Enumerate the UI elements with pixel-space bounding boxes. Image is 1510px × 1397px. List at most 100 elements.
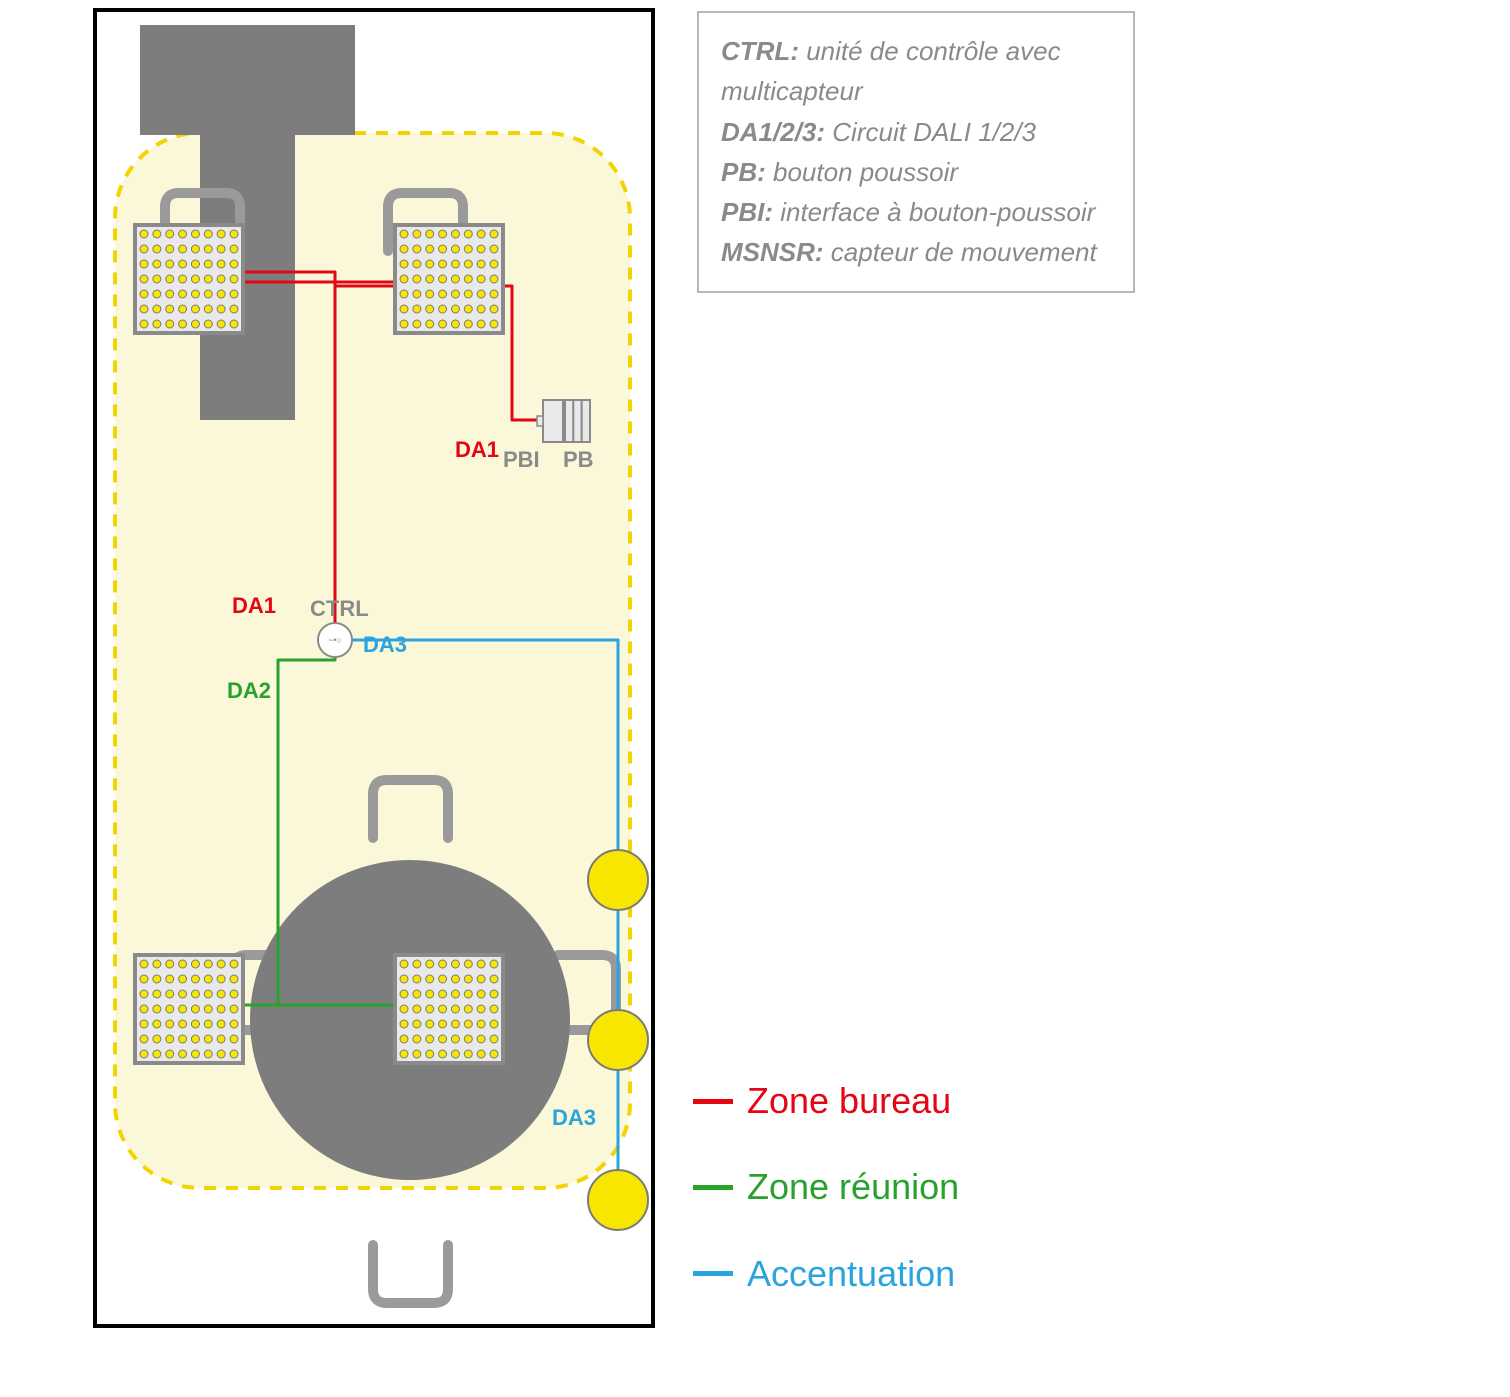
led-dot <box>140 960 148 968</box>
zone-legend-dash <box>693 1271 733 1276</box>
led-dot <box>140 290 148 298</box>
zone-legend-row: Zone bureau <box>693 1058 959 1144</box>
led-dot <box>490 1020 498 1028</box>
led-dot <box>204 230 212 238</box>
led-dot <box>477 1035 485 1043</box>
led-dot <box>400 1020 408 1028</box>
led-dot <box>413 975 421 983</box>
led-dot <box>426 275 434 283</box>
led-dot <box>217 245 225 253</box>
led-dot <box>464 290 472 298</box>
led-dot <box>477 975 485 983</box>
led-dot <box>439 275 447 283</box>
led-dot <box>490 1035 498 1043</box>
led-dot <box>426 990 434 998</box>
led-dot <box>191 305 199 313</box>
led-dot <box>490 260 498 268</box>
led-panel <box>395 955 503 1063</box>
led-dot <box>451 245 459 253</box>
led-dot <box>153 1050 161 1058</box>
led-dot <box>400 960 408 968</box>
wire-label-pbi: PBI <box>503 447 540 473</box>
led-dot <box>230 290 238 298</box>
led-dot <box>426 960 434 968</box>
led-dot <box>179 230 187 238</box>
pbi-connector <box>537 416 543 426</box>
led-dot <box>451 975 459 983</box>
led-dot <box>153 290 161 298</box>
led-dot <box>413 230 421 238</box>
legend-row: MSNSR: capteur de mouvement <box>721 232 1111 272</box>
legend-row: CTRL: unité de contrôle avec multicapteu… <box>721 31 1111 112</box>
wire-label-da1_b: DA1 <box>232 593 276 619</box>
led-dot <box>140 1020 148 1028</box>
zone-legend-dash <box>693 1185 733 1190</box>
zone-legend-row: Zone réunion <box>693 1144 959 1230</box>
led-dot <box>464 1050 472 1058</box>
led-dot <box>426 290 434 298</box>
led-dot <box>217 230 225 238</box>
led-dot <box>426 320 434 328</box>
led-dot <box>153 305 161 313</box>
led-dot <box>217 960 225 968</box>
led-dot <box>140 975 148 983</box>
led-dot <box>217 305 225 313</box>
led-dot <box>191 290 199 298</box>
led-dot <box>140 1050 148 1058</box>
legend-row: DA1/2/3: Circuit DALI 1/2/3 <box>721 112 1111 152</box>
led-dot <box>153 230 161 238</box>
led-dot <box>191 960 199 968</box>
led-dot <box>166 1005 174 1013</box>
led-dot <box>400 260 408 268</box>
led-dot <box>451 305 459 313</box>
led-dot <box>439 975 447 983</box>
led-dot <box>400 1035 408 1043</box>
led-dot <box>204 975 212 983</box>
led-dot <box>204 260 212 268</box>
legend-row: PB: bouton poussoir <box>721 152 1111 192</box>
led-dot <box>204 1050 212 1058</box>
zone-legend-label: Zone réunion <box>747 1144 959 1230</box>
led-dot <box>166 975 174 983</box>
led-dot <box>413 290 421 298</box>
led-dot <box>477 245 485 253</box>
led-dot <box>166 230 174 238</box>
led-panel <box>135 955 243 1063</box>
led-dot <box>230 230 238 238</box>
led-dot <box>413 260 421 268</box>
led-dot <box>140 260 148 268</box>
led-dot <box>179 260 187 268</box>
push-button <box>565 400 573 442</box>
wire-label-ctrl: CTRL <box>310 596 369 622</box>
led-dot <box>464 990 472 998</box>
accent-spot <box>588 1010 648 1070</box>
led-dot <box>464 275 472 283</box>
led-dot <box>204 290 212 298</box>
led-dot <box>426 1005 434 1013</box>
led-dot <box>217 320 225 328</box>
legend-row: PBI: interface à bouton-poussoir <box>721 192 1111 232</box>
led-dot <box>413 320 421 328</box>
led-dot <box>179 975 187 983</box>
led-dot <box>439 990 447 998</box>
led-dot <box>413 1035 421 1043</box>
wire-label-da3_a: DA3 <box>363 632 407 658</box>
led-dot <box>179 1035 187 1043</box>
led-dot <box>439 960 447 968</box>
led-dot <box>179 990 187 998</box>
led-dot <box>413 245 421 253</box>
led-dot <box>230 960 238 968</box>
led-dot <box>153 960 161 968</box>
led-dot <box>439 1020 447 1028</box>
led-dot <box>413 1050 421 1058</box>
led-dot <box>400 1050 408 1058</box>
legend-term: PBI: <box>721 197 773 227</box>
led-dot <box>490 305 498 313</box>
led-dot <box>477 305 485 313</box>
led-dot <box>400 245 408 253</box>
led-dot <box>464 1035 472 1043</box>
led-dot <box>426 1050 434 1058</box>
led-dot <box>413 1020 421 1028</box>
led-dot <box>490 1005 498 1013</box>
led-dot <box>413 275 421 283</box>
